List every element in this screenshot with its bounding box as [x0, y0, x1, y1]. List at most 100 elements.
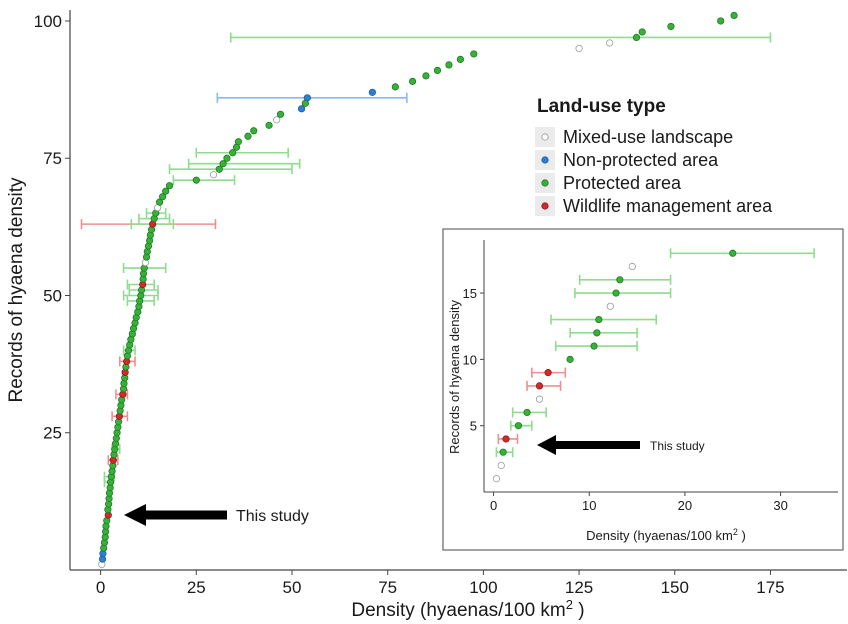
inset-ticks: 0 10 20 30 5 10 15 — [463, 286, 788, 513]
main-data-point — [391, 83, 399, 91]
main-x-tick-label: 125 — [565, 578, 593, 597]
main-x-tick-label: 75 — [378, 578, 397, 597]
main-this-study-annotation: This study — [124, 504, 309, 526]
main-data-point — [408, 77, 417, 85]
inset-data-point — [566, 355, 574, 363]
legend-label: Non-protected area — [563, 150, 719, 170]
inset-data-point — [535, 382, 544, 390]
main-data-point — [209, 171, 218, 179]
inset-data-point — [593, 329, 601, 337]
inset-x-tick-label: 30 — [773, 498, 787, 513]
inset-data-point — [535, 395, 544, 403]
main-data-point — [575, 44, 583, 53]
main-y-tick-label: 75 — [43, 149, 62, 168]
legend-key-marker — [541, 202, 549, 210]
inset-x-axis-title: Density (hyaenas/100 km2 ) — [586, 527, 746, 543]
main-data-point — [456, 55, 465, 64]
inset-data-point — [616, 276, 624, 284]
main-data-point — [368, 88, 376, 96]
main-annotation-label: This study — [236, 508, 309, 525]
main-x-tick-label: 100 — [469, 578, 497, 597]
main-data-point — [276, 110, 285, 118]
inset-data-point — [590, 342, 598, 350]
inset-error-bar — [669, 248, 815, 259]
main-data-point — [303, 94, 311, 102]
main-x-tick-label: 25 — [187, 578, 206, 597]
inset-x-tick-label: 20 — [678, 498, 692, 513]
inset-data-point — [606, 302, 614, 310]
inset-y-axis-title: Records of hyaena density — [447, 300, 462, 454]
main-error-bar — [216, 92, 408, 103]
legend-entries: Mixed-use landscape Non-protected area Pro… — [535, 127, 773, 216]
main-y-axis-title: Records of hyaena density — [6, 177, 27, 402]
main-data-point — [219, 160, 227, 168]
main-data-point — [606, 39, 614, 47]
inset-error-bar — [578, 274, 672, 285]
main-data-point — [192, 176, 200, 184]
main-data-point — [223, 154, 231, 162]
main-x-tick-label: 0 — [96, 578, 105, 597]
legend-key-marker — [541, 179, 549, 187]
main-error-bar — [195, 147, 289, 158]
main-data-point — [433, 66, 442, 74]
legend-label: Mixed-use landscape — [563, 127, 733, 147]
inset-this-study-annotation: This study — [537, 435, 705, 455]
main-data-point — [297, 105, 306, 113]
inset-data-point — [544, 369, 552, 377]
main-error-bar — [187, 158, 301, 169]
main-data-point — [250, 127, 258, 135]
legend-entry: Non-protected area — [535, 150, 719, 170]
main-x-axis-title: Density (hyaenas/100 km2 ) — [351, 597, 584, 621]
inset-error-bar — [550, 314, 658, 325]
main-data-point — [229, 149, 237, 157]
inset-data-point — [492, 475, 501, 483]
inset-error-bars — [495, 248, 815, 458]
legend-entry: Mixed-use landscape — [535, 127, 733, 147]
main-data-point — [445, 61, 453, 69]
legend-label: Protected area — [563, 173, 682, 193]
inset-frame — [442, 228, 844, 551]
inset-data-point — [497, 461, 505, 470]
inset-error-bar — [569, 327, 638, 338]
main-data-point — [215, 165, 223, 173]
main-data-point — [632, 33, 641, 42]
main-data-point — [234, 138, 243, 146]
inset-points — [492, 249, 737, 483]
main-error-bar — [172, 175, 236, 186]
inset-error-bar — [574, 288, 672, 299]
main-data-point — [165, 182, 174, 190]
main-data-point — [273, 116, 281, 124]
inset-annotation-label: This study — [650, 439, 705, 453]
main-data-point — [667, 22, 675, 31]
main-points — [98, 11, 738, 569]
main-data-point — [159, 193, 167, 201]
main-error-bar — [168, 164, 293, 175]
legend-label: Wildlife management area — [563, 196, 773, 216]
inset-data-point — [729, 249, 737, 257]
main-data-point — [422, 72, 430, 80]
main-data-point — [638, 28, 646, 36]
inset-annotation-arrow-head — [537, 435, 556, 455]
main-x-tick-label: 150 — [661, 578, 689, 597]
inset-x-tick-label: 10 — [582, 498, 596, 513]
inset-x-tick-label: 0 — [490, 498, 497, 513]
legend-key-marker — [541, 156, 549, 164]
legend: Land-use type Mixed-use landscape Non-pro… — [535, 96, 773, 216]
main-data-point — [717, 17, 725, 25]
inset-error-bar — [526, 380, 562, 391]
inset-data-point — [523, 408, 531, 417]
inset-data-point — [499, 448, 507, 456]
inset-plot-panel: 0 10 20 30 5 10 15 Records of hyaena density D… — [442, 228, 844, 551]
main-x-tick-label: 175 — [756, 578, 784, 597]
inset-data-point — [628, 262, 636, 271]
main-y-tick-label: 50 — [43, 286, 62, 305]
legend-title: Land-use type — [537, 96, 666, 117]
main-y-tick-label: 100 — [34, 12, 62, 31]
main-x-tick-label: 50 — [283, 578, 302, 597]
main-data-point — [162, 187, 170, 195]
main-data-point — [470, 50, 478, 58]
main-data-point — [730, 11, 738, 20]
